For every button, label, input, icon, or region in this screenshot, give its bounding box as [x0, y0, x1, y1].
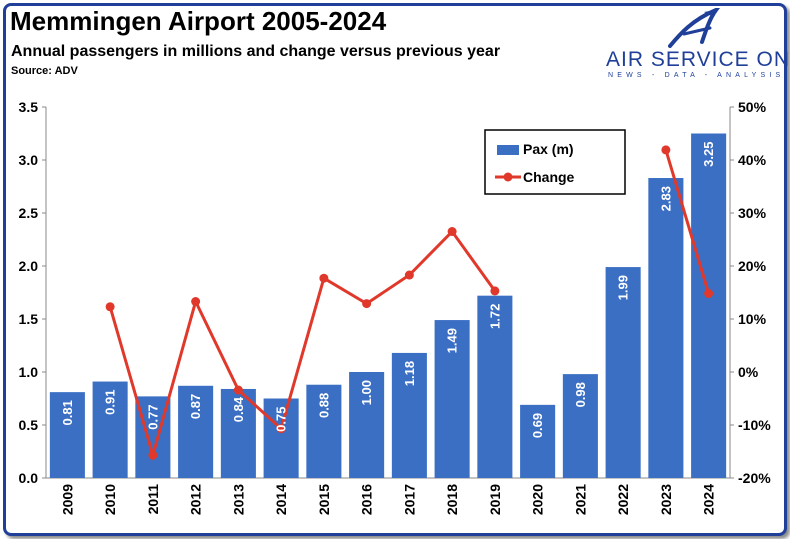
y-left-tick-label: 0.5 [19, 417, 39, 433]
bar-2015 [306, 384, 342, 478]
y-left-tick-label: 0.0 [19, 470, 39, 486]
y-left-tick-label: 2.0 [19, 258, 39, 274]
x-tick-label: 2010 [102, 484, 118, 515]
y-right-tick-label: 0% [738, 364, 759, 380]
y-left-tick-label: 3.5 [19, 99, 39, 115]
x-tick-label: 2018 [444, 484, 460, 515]
bar-2020 [520, 404, 556, 478]
y-right-tick-label: -10% [738, 417, 771, 433]
y-left-tick-label: 3.0 [19, 152, 39, 168]
chart-subtitle: Annual passengers in millions and change… [11, 43, 501, 60]
change-point-2013 [233, 385, 243, 395]
bar-value-label: 1.99 [616, 275, 631, 300]
change-point-2017 [404, 270, 414, 280]
x-tick-label: 2013 [230, 484, 246, 515]
x-tick-label: 2021 [572, 484, 588, 515]
y-right-tick-label: 10% [738, 311, 767, 327]
x-tick-label: 2024 [701, 484, 717, 515]
change-point-2023 [661, 145, 671, 155]
y-left-tick-label: 1.0 [19, 364, 39, 380]
x-tick-label: 2011 [145, 484, 161, 515]
y-left-tick-label: 2.5 [19, 205, 39, 221]
x-tick-label: 2022 [615, 484, 631, 515]
change-line-segment [664, 149, 711, 294]
change-point-2012 [191, 297, 201, 307]
logo-tagline: NEWS - DATA - ANALYSIS [608, 72, 785, 79]
paper-plane-a-icon [668, 8, 720, 48]
bar-2009 [49, 392, 85, 478]
bar-2013 [220, 388, 256, 478]
bar-2017 [391, 352, 427, 478]
bar-value-label: 0.77 [145, 404, 160, 429]
x-tick-label: 2019 [487, 484, 503, 515]
y-right-tick-label: 20% [738, 258, 767, 274]
bar-2024 [691, 133, 727, 478]
bar-2023 [648, 178, 684, 478]
y-right-tick-label: -20% [738, 470, 771, 486]
bar-value-label: 1.18 [402, 361, 417, 386]
bar-2010 [92, 381, 128, 478]
y-right-tick-label: 40% [738, 152, 767, 168]
legend-entry-pax: Pax (m) [523, 141, 574, 157]
bar-value-label: 1.72 [487, 304, 502, 329]
legend-entry-change: Change [523, 169, 575, 185]
change-line-segment [108, 229, 497, 461]
x-tick-label: 2020 [530, 484, 546, 515]
bar-value-label: 1.49 [445, 328, 460, 353]
logo-name: AIR SERVICE ONE [606, 48, 790, 71]
legend-box [484, 129, 626, 195]
bar-value-label: 0.84 [231, 396, 246, 422]
x-tick-label: 2012 [188, 484, 204, 515]
change-point-2014 [276, 424, 286, 434]
bar-value-label: 0.69 [530, 413, 545, 438]
change-point-2019 [490, 286, 500, 296]
bar-value-label: 0.88 [316, 393, 331, 418]
change-point-2011 [148, 450, 158, 460]
bar-2014 [263, 398, 299, 478]
bar-value-label: 0.81 [60, 400, 75, 425]
bar-2019 [477, 295, 513, 478]
bar-2012 [178, 385, 214, 478]
bar-value-label: 1.00 [359, 380, 374, 405]
change-point-2018 [447, 227, 457, 237]
x-tick-label: 2016 [359, 484, 375, 515]
change-point-2015 [319, 273, 329, 283]
change-point-2024 [704, 289, 714, 299]
bar-value-label: 0.75 [274, 407, 289, 432]
y-right-tick-label: 30% [738, 205, 767, 221]
bar-2016 [349, 372, 385, 478]
y-left-tick-label: 1.5 [19, 311, 39, 327]
x-tick-label: 2017 [401, 484, 417, 515]
bar-value-label: 0.91 [103, 390, 118, 415]
bar-value-label: 3.25 [701, 142, 716, 167]
bar-2018 [434, 320, 470, 478]
bar-2021 [562, 374, 598, 478]
x-tick-label: 2009 [59, 484, 75, 515]
chart-title: Memmingen Airport 2005-2024 [10, 6, 387, 36]
bar-value-label: 0.87 [188, 394, 203, 419]
legend-line-marker [503, 172, 513, 182]
bar-2022 [605, 267, 641, 478]
bar-value-label: 2.83 [658, 186, 673, 211]
bar-value-label: 0.98 [573, 382, 588, 407]
y-right-tick-label: 50% [738, 99, 767, 115]
x-tick-label: 2014 [273, 484, 289, 515]
change-point-2010 [105, 302, 115, 312]
x-tick-label: 2015 [316, 484, 332, 515]
legend-bar-swatch [497, 145, 519, 155]
x-tick-label: 2023 [658, 484, 674, 515]
change-point-2016 [362, 299, 372, 309]
brand-logo: AIR SERVICE ONE NEWS - DATA - ANALYSIS [596, 6, 790, 79]
chart-source: Source: ADV [11, 65, 78, 77]
